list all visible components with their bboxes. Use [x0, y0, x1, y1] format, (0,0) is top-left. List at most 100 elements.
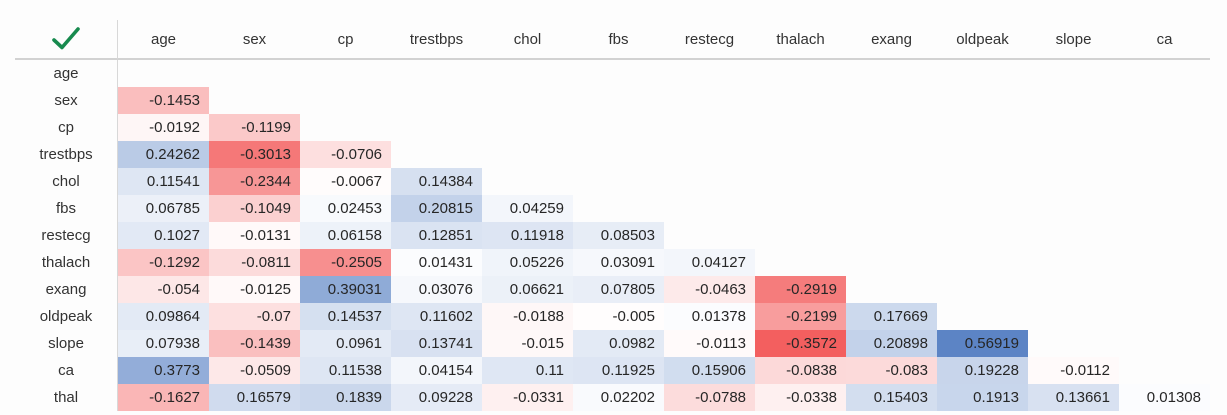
column-header-cp: cp [300, 20, 391, 60]
corr-cell-thalach-age: -0.1292 [118, 249, 209, 276]
corr-cell-age-oldpeak [937, 60, 1028, 87]
corr-cell-thal-fbs: 0.02202 [573, 384, 664, 411]
corr-cell-ca-exang: -0.083 [846, 357, 937, 384]
corr-cell-thal-oldpeak: 0.1913 [937, 384, 1028, 411]
corr-cell-thalach-thalach [755, 249, 846, 276]
corr-cell-fbs-thalach [755, 195, 846, 222]
corr-cell-cp-restecg [664, 114, 755, 141]
corr-cell-ca-chol: 0.11 [482, 357, 573, 384]
corr-cell-thal-slope: 0.13661 [1028, 384, 1119, 411]
corr-cell-ca-restecg: 0.15906 [664, 357, 755, 384]
corr-cell-thal-chol: -0.0331 [482, 384, 573, 411]
corr-cell-exang-fbs: 0.07805 [573, 276, 664, 303]
corr-cell-trestbps-restecg [664, 141, 755, 168]
corr-cell-thal-age: -0.1627 [118, 384, 209, 411]
corr-cell-restecg-oldpeak [937, 222, 1028, 249]
row-label-trestbps: trestbps [15, 141, 118, 168]
corr-cell-ca-cp: 0.11538 [300, 357, 391, 384]
corr-cell-trestbps-age: 0.24262 [118, 141, 209, 168]
corr-cell-cp-thalach [755, 114, 846, 141]
corr-cell-restecg-ca [1119, 222, 1210, 249]
corr-cell-age-age [118, 60, 209, 87]
corr-cell-cp-cp [300, 114, 391, 141]
column-header-exang: exang [846, 20, 937, 60]
corr-cell-thalach-ca [1119, 249, 1210, 276]
corr-cell-thalach-cp: -0.2505 [300, 249, 391, 276]
corr-cell-ca-slope: -0.0112 [1028, 357, 1119, 384]
corr-cell-exang-chol: 0.06621 [482, 276, 573, 303]
corr-cell-ca-trestbps: 0.04154 [391, 357, 482, 384]
corr-cell-exang-trestbps: 0.03076 [391, 276, 482, 303]
corr-cell-cp-oldpeak [937, 114, 1028, 141]
corr-cell-restecg-age: 0.1027 [118, 222, 209, 249]
corr-cell-exang-cp: 0.39031 [300, 276, 391, 303]
corr-cell-trestbps-trestbps [391, 141, 482, 168]
row-label-sex: sex [15, 87, 118, 114]
corr-cell-thalach-fbs: 0.03091 [573, 249, 664, 276]
corr-cell-thal-restecg: -0.0788 [664, 384, 755, 411]
corr-cell-cp-fbs [573, 114, 664, 141]
corr-cell-restecg-thalach [755, 222, 846, 249]
corr-cell-age-chol [482, 60, 573, 87]
corr-cell-restecg-fbs: 0.08503 [573, 222, 664, 249]
corr-cell-chol-oldpeak [937, 168, 1028, 195]
corr-cell-ca-ca [1119, 357, 1210, 384]
row-label-fbs: fbs [15, 195, 118, 222]
corr-cell-exang-slope [1028, 276, 1119, 303]
corr-cell-thal-thalach: -0.0338 [755, 384, 846, 411]
column-header-trestbps: trestbps [391, 20, 482, 60]
corr-cell-fbs-chol: 0.04259 [482, 195, 573, 222]
corr-cell-fbs-trestbps: 0.20815 [391, 195, 482, 222]
corr-cell-chol-cp: -0.0067 [300, 168, 391, 195]
corr-cell-thalach-chol: 0.05226 [482, 249, 573, 276]
corr-cell-slope-ca [1119, 330, 1210, 357]
corr-cell-cp-trestbps [391, 114, 482, 141]
corr-cell-sex-oldpeak [937, 87, 1028, 114]
column-header-fbs: fbs [573, 20, 664, 60]
row-label-thalach: thalach [15, 249, 118, 276]
column-header-slope: slope [1028, 20, 1119, 60]
corr-cell-fbs-oldpeak [937, 195, 1028, 222]
corr-cell-oldpeak-sex: -0.07 [209, 303, 300, 330]
corr-cell-restecg-restecg [664, 222, 755, 249]
corr-cell-trestbps-ca [1119, 141, 1210, 168]
corr-cell-thal-ca: 0.01308 [1119, 384, 1210, 411]
row-label-cp: cp [15, 114, 118, 141]
corr-cell-slope-restecg: -0.0113 [664, 330, 755, 357]
corr-cell-slope-fbs: 0.0982 [573, 330, 664, 357]
corr-cell-age-restecg [664, 60, 755, 87]
corr-cell-thal-cp: 0.1839 [300, 384, 391, 411]
check-icon [52, 27, 80, 50]
column-header-sex: sex [209, 20, 300, 60]
corr-cell-sex-thalach [755, 87, 846, 114]
corr-cell-age-fbs [573, 60, 664, 87]
corr-cell-sex-age: -0.1453 [118, 87, 209, 114]
corr-cell-fbs-restecg [664, 195, 755, 222]
corr-cell-fbs-exang [846, 195, 937, 222]
row-label-exang: exang [15, 276, 118, 303]
corr-cell-exang-restecg: -0.0463 [664, 276, 755, 303]
corr-cell-sex-exang [846, 87, 937, 114]
row-label-thal: thal [15, 384, 118, 411]
corner-status-cell [15, 20, 118, 60]
corr-cell-cp-slope [1028, 114, 1119, 141]
corr-cell-chol-ca [1119, 168, 1210, 195]
corr-cell-chol-age: 0.11541 [118, 168, 209, 195]
corr-cell-thalach-exang [846, 249, 937, 276]
corr-cell-fbs-age: 0.06785 [118, 195, 209, 222]
corr-cell-trestbps-thalach [755, 141, 846, 168]
corr-cell-fbs-fbs [573, 195, 664, 222]
row-label-chol: chol [15, 168, 118, 195]
corr-cell-slope-trestbps: 0.13741 [391, 330, 482, 357]
corr-cell-trestbps-sex: -0.3013 [209, 141, 300, 168]
corr-cell-slope-cp: 0.0961 [300, 330, 391, 357]
corr-cell-chol-trestbps: 0.14384 [391, 168, 482, 195]
corr-cell-restecg-cp: 0.06158 [300, 222, 391, 249]
corr-cell-age-trestbps [391, 60, 482, 87]
corr-cell-oldpeak-trestbps: 0.11602 [391, 303, 482, 330]
corr-cell-sex-sex [209, 87, 300, 114]
corr-cell-fbs-ca [1119, 195, 1210, 222]
corr-cell-chol-sex: -0.2344 [209, 168, 300, 195]
row-label-slope: slope [15, 330, 118, 357]
